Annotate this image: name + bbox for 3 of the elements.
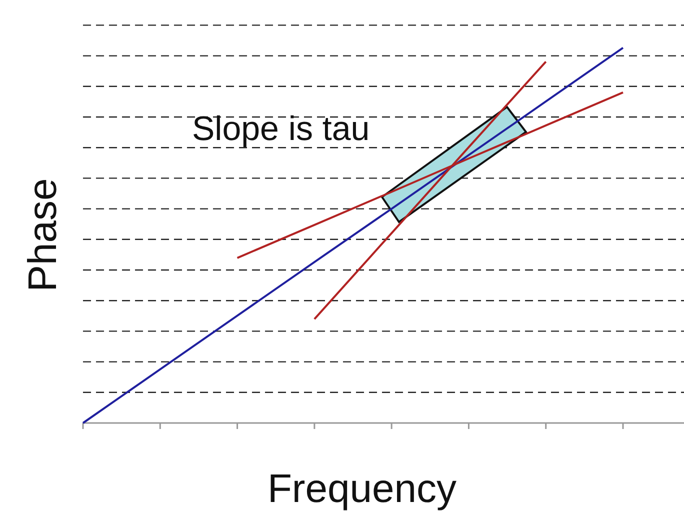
y-axis-title: Phase <box>21 178 65 292</box>
x-axis-title: Frequency <box>268 467 456 511</box>
annotation: Slope is tau <box>192 110 370 148</box>
